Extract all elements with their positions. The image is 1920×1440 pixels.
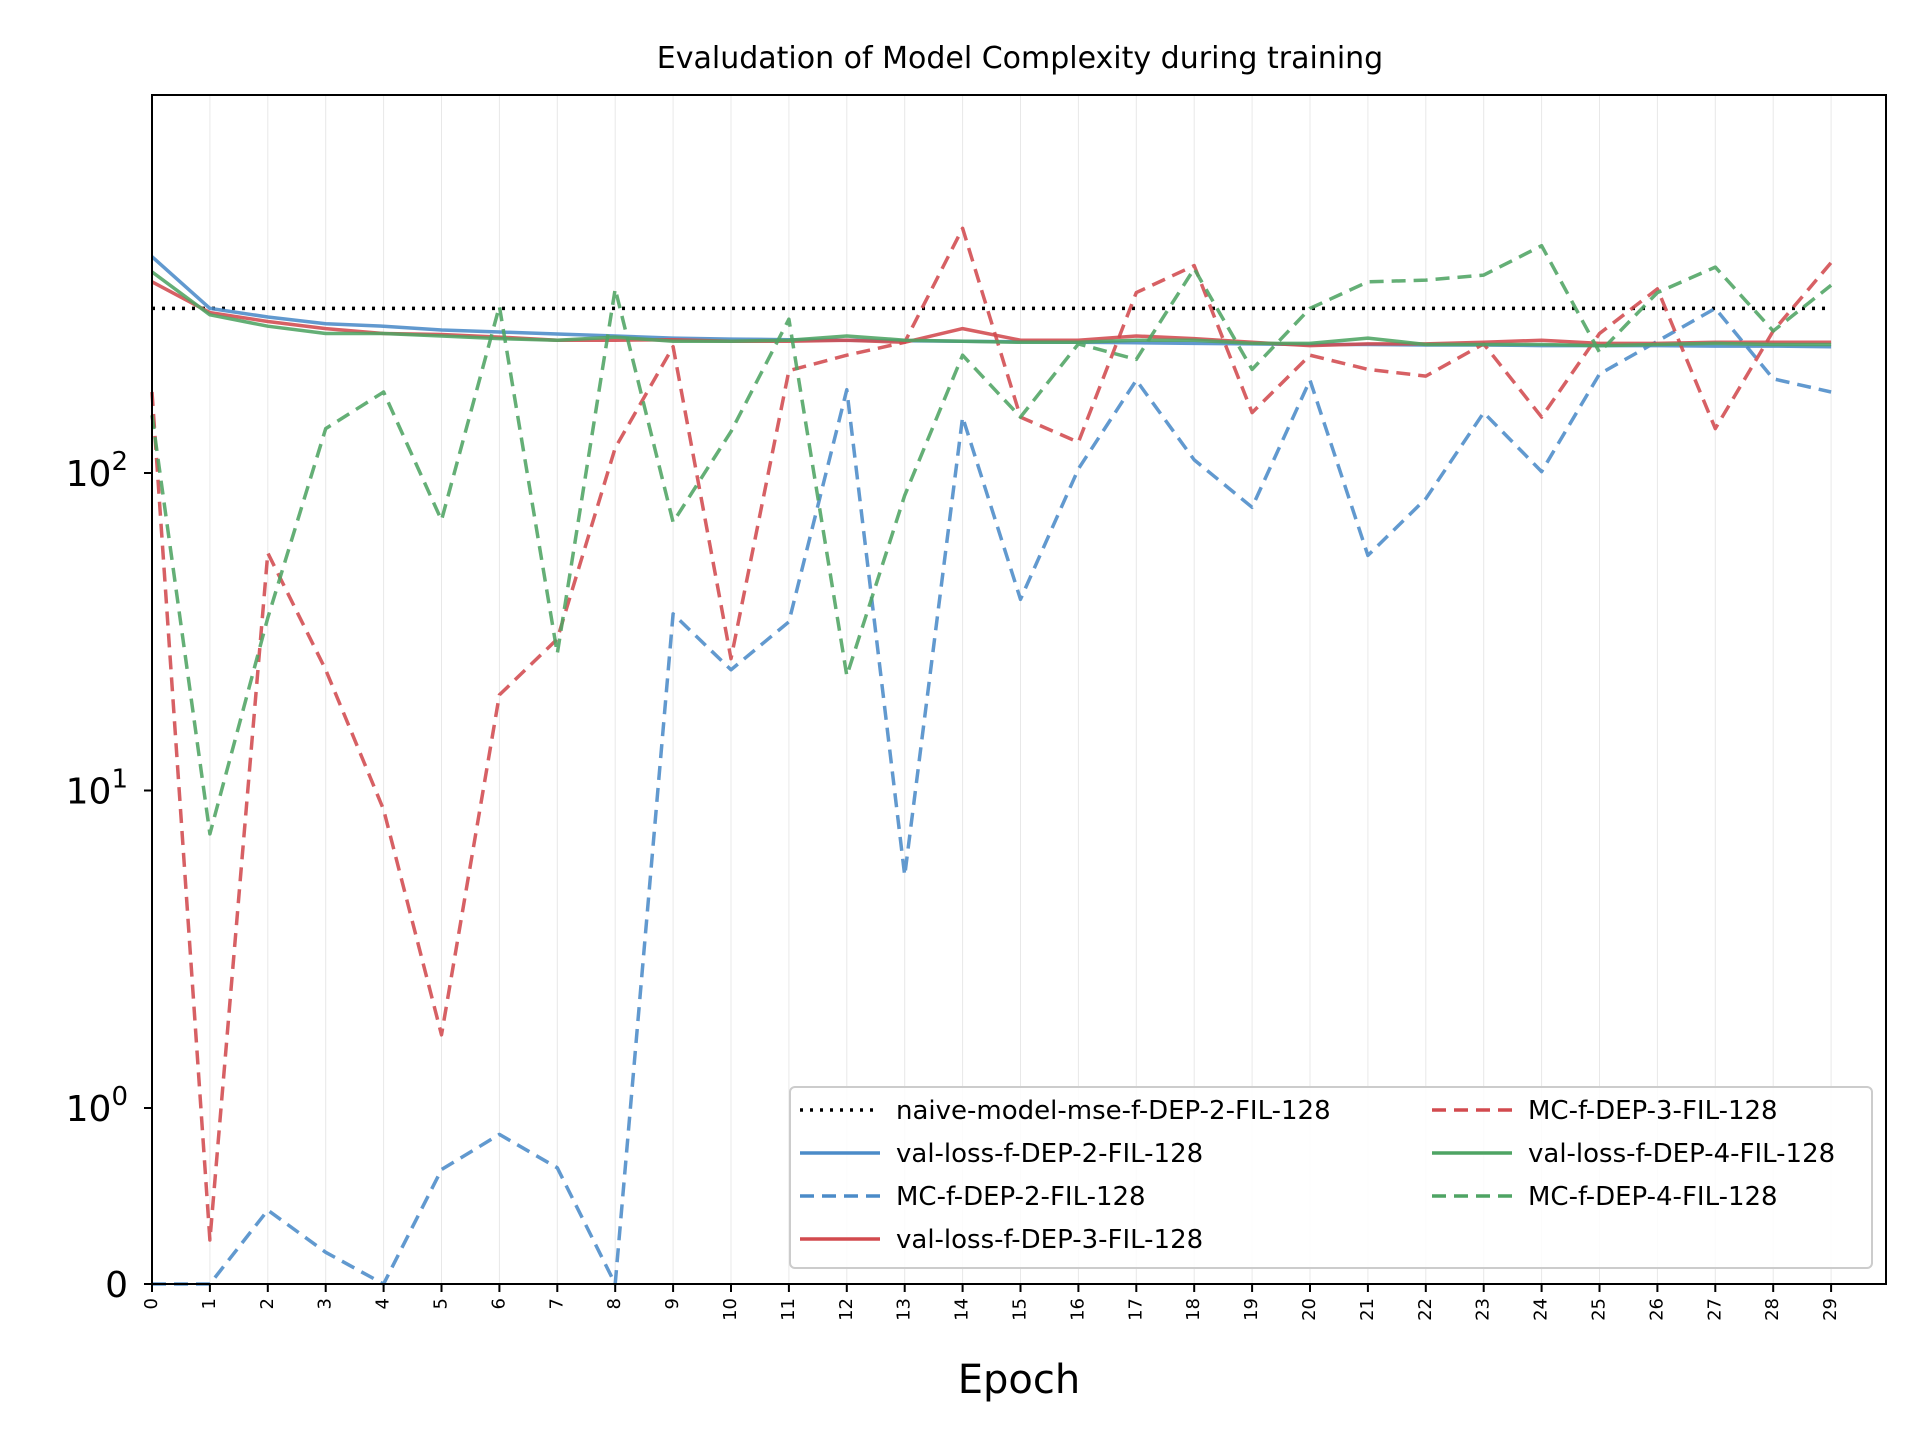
x-tick-label-13: 13 <box>894 1298 915 1321</box>
x-tick-label-4: 4 <box>373 1298 394 1309</box>
series-line-4 <box>150 226 1833 1242</box>
series-line-5 <box>150 270 1832 348</box>
x-tick-label-1: 1 <box>199 1298 220 1309</box>
x-tick-label-0: 0 <box>141 1298 162 1309</box>
x-tick-label-15: 15 <box>1010 1298 1031 1321</box>
chart-title: Evaludation of Model Complexity during t… <box>657 41 1383 76</box>
x-axis-ticks: 0 1 2 3 4 5 6 7 8 9 10 11 12 13 14 15 16 17 18 19 20 21 22 23 24… <box>141 1284 1841 1321</box>
x-tick-label-2: 2 <box>257 1298 278 1309</box>
x-tick-label-25: 25 <box>1589 1298 1610 1321</box>
x-tick-label-17: 17 <box>1125 1298 1146 1321</box>
x-tick-label-3: 3 <box>315 1298 336 1309</box>
x-tick-label-5: 5 <box>431 1298 452 1309</box>
legend-label-1: val-loss-f-DEP-2-FIL-128 <box>896 1139 1203 1169</box>
y-tick-label-2: 101 <box>66 765 128 813</box>
x-tick-label-22: 22 <box>1415 1298 1436 1321</box>
series-line-2 <box>152 306 1832 1286</box>
x-tick-label-16: 16 <box>1067 1298 1088 1321</box>
y-tick-label-1: 100 <box>66 1082 128 1130</box>
x-tick-label-18: 18 <box>1183 1298 1204 1321</box>
x-tick-label-24: 24 <box>1531 1298 1552 1321</box>
x-tick-label-12: 12 <box>836 1298 857 1321</box>
x-tick-label-8: 8 <box>604 1298 625 1309</box>
x-tick-label-7: 7 <box>546 1298 567 1309</box>
legend: naive-model-mse-f-DEP-2-FIL-128 val-loss-… <box>789 1086 1873 1269</box>
x-tick-label-14: 14 <box>952 1298 973 1321</box>
legend-label-5: val-loss-f-DEP-4-FIL-128 <box>1528 1139 1835 1169</box>
series-line-6 <box>150 243 1833 836</box>
x-tick-label-23: 23 <box>1473 1298 1494 1321</box>
y-tick-label-3: 102 <box>66 447 128 495</box>
x-tick-label-28: 28 <box>1762 1298 1783 1321</box>
x-axis-label: Epoch <box>958 1357 1080 1403</box>
x-tick-label-20: 20 <box>1299 1298 1320 1321</box>
legend-label-2: MC-f-DEP-2-FIL-128 <box>896 1182 1146 1212</box>
plot-frame <box>151 94 1887 1285</box>
legend-label-4: MC-f-DEP-3-FIL-128 <box>1528 1096 1778 1126</box>
x-tick-label-19: 19 <box>1241 1298 1262 1321</box>
x-tick-label-6: 6 <box>488 1298 509 1309</box>
legend-label-0: naive-model-mse-f-DEP-2-FIL-128 <box>896 1096 1331 1126</box>
legend-label-6: MC-f-DEP-4-FIL-128 <box>1528 1182 1778 1212</box>
x-tick-label-10: 10 <box>720 1298 741 1321</box>
x-tick-label-9: 9 <box>662 1298 683 1309</box>
legend-frame <box>789 1086 1873 1269</box>
x-tick-label-26: 26 <box>1646 1298 1667 1321</box>
series-lines <box>150 226 1833 1286</box>
y-tick-label-0: 0 <box>105 1265 128 1306</box>
x-tick-label-27: 27 <box>1704 1298 1725 1321</box>
y-axis-ticks: 0 100 101 102 <box>66 447 152 1306</box>
x-tick-label-29: 29 <box>1820 1298 1841 1321</box>
x-tick-label-21: 21 <box>1357 1298 1378 1321</box>
legend-label-3: val-loss-f-DEP-3-FIL-128 <box>896 1225 1203 1255</box>
x-tick-label-11: 11 <box>778 1298 799 1321</box>
